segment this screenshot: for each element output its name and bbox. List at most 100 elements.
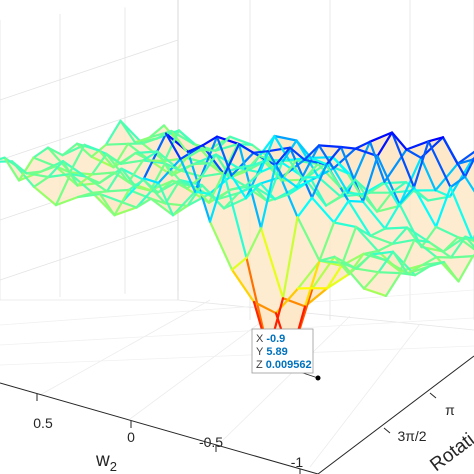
surface-wire	[69, 172, 87, 178]
surface-wire	[192, 162, 210, 166]
datatip-z-row: Z 0.009562	[256, 359, 312, 371]
surface-wire	[127, 178, 145, 191]
surface-wire	[32, 146, 50, 159]
surface-wire	[215, 192, 240, 201]
surface-face	[320, 256, 357, 269]
surface-wire	[207, 162, 225, 176]
surface-wire	[177, 129, 195, 145]
surface-wire	[149, 197, 175, 217]
surface-wire	[135, 181, 160, 209]
surface-wire	[355, 267, 380, 274]
surface-wire	[230, 174, 248, 200]
surface-wire	[170, 129, 188, 152]
surface-wire	[10, 160, 28, 175]
surface-wire	[164, 202, 189, 207]
surface-wire	[215, 135, 241, 146]
surface-wire	[32, 185, 58, 207]
surface-wire	[230, 268, 256, 304]
surface-wire	[252, 150, 270, 154]
surface-face	[428, 137, 465, 188]
surface-wire	[186, 184, 204, 207]
datatip[interactable]: X -0.9 Y 5.89 Z 0.009562	[251, 328, 321, 381]
y-axis-title: Rotati	[426, 429, 474, 474]
surface-wire	[369, 234, 394, 245]
surface-wire	[361, 200, 387, 230]
surface-wire	[339, 145, 357, 150]
surface-wire	[420, 225, 438, 249]
surface-wire	[97, 149, 115, 169]
x-tick-label: 0.5	[33, 415, 53, 431]
surface-wire	[193, 190, 211, 195]
surface-wire	[98, 192, 116, 217]
surface-wire	[164, 179, 182, 205]
surface-wire	[164, 132, 182, 161]
surface-wire	[61, 142, 79, 157]
surface-wire	[244, 171, 262, 188]
surface-wire	[420, 256, 438, 267]
surface-wire	[296, 196, 314, 219]
surface-wire	[448, 158, 474, 198]
surface-face	[443, 137, 474, 177]
x-tick-label: 0	[127, 429, 135, 445]
surface-wire	[427, 240, 445, 253]
surface-wire	[222, 192, 240, 210]
surface-wire	[237, 143, 255, 154]
surface-wire	[193, 185, 211, 204]
surface-wire	[340, 225, 358, 267]
surface-wire	[376, 131, 394, 158]
surface-wire	[340, 261, 366, 290]
surface-wire	[296, 216, 321, 262]
surface-wire	[463, 175, 474, 193]
surface-wire	[405, 148, 423, 159]
surface-wire	[186, 150, 212, 223]
surface-wire	[434, 225, 460, 239]
surface-wire	[325, 264, 343, 290]
surface-wire	[157, 181, 175, 217]
surface-wire	[98, 171, 116, 184]
surface-wire	[258, 154, 276, 163]
surface-wire	[39, 165, 57, 173]
surface-wire	[310, 178, 328, 207]
surface-wire	[310, 196, 336, 224]
surface-wire	[141, 150, 159, 162]
surface-wire	[32, 156, 57, 168]
x-tick-label: -0.5	[199, 434, 223, 450]
surface-wire	[427, 136, 445, 143]
surface-wire	[354, 140, 372, 150]
surface-wire	[105, 152, 123, 165]
surface-wire	[325, 273, 351, 290]
y-axis-ticks: π 3π/2	[383, 392, 455, 444]
surface-wire	[361, 155, 379, 203]
surface-wire	[135, 197, 153, 209]
surface-wire	[258, 134, 276, 174]
surface-wire	[141, 159, 167, 165]
surface-wire	[141, 137, 159, 145]
surface-mesh	[0, 119, 474, 360]
surface-wire	[354, 225, 380, 253]
surface-wire	[134, 151, 152, 162]
surface-wire	[362, 287, 388, 297]
surface-wire	[362, 271, 380, 290]
surface-wire	[354, 225, 372, 237]
surface-face	[451, 236, 474, 258]
surface-wire	[368, 140, 386, 183]
surface-wire	[230, 151, 255, 177]
surface-wire	[163, 162, 181, 172]
surface-wire	[83, 175, 101, 184]
surface-wire	[179, 157, 197, 193]
datatip-marker[interactable]	[315, 375, 321, 381]
surface-wire	[236, 164, 254, 169]
surface-wire	[149, 162, 167, 192]
surface-wire	[32, 175, 50, 188]
surface-wire	[331, 156, 349, 175]
surface-wire	[120, 167, 138, 189]
surface-wire	[412, 140, 430, 189]
surface-wire	[215, 135, 233, 177]
surface-wire	[288, 146, 306, 161]
surface-wire	[377, 250, 395, 274]
surface-wire	[355, 253, 373, 270]
surface-wire	[54, 195, 80, 207]
surface-wire	[281, 175, 299, 189]
surface-wire	[133, 136, 151, 144]
y-tick-label: 3π/2	[397, 428, 426, 444]
